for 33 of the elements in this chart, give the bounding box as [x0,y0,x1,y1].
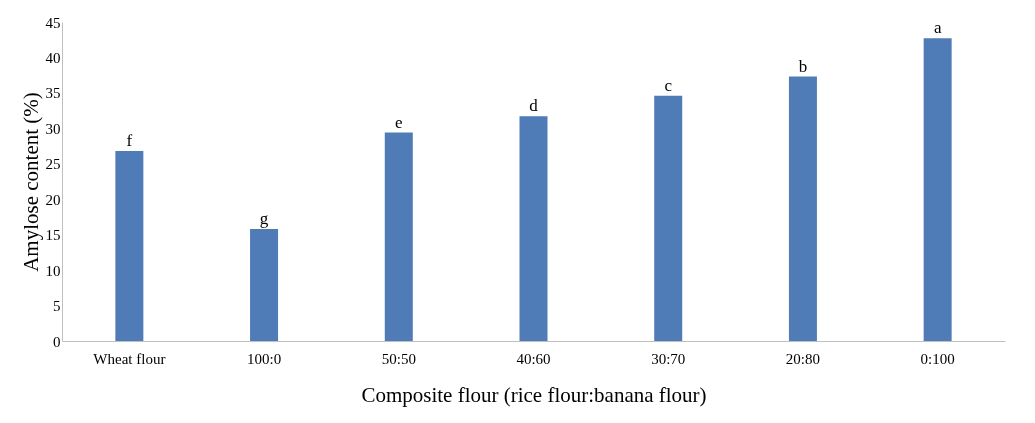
x-axis-title: Composite flour (rice flour:banana flour) [361,382,707,407]
annotation: d [529,96,539,116]
y-tick-label: 15 [45,227,61,244]
annotation: a [933,18,942,38]
y-tick-label: 25 [45,156,61,173]
x-tick-label: 100:0 [246,350,282,367]
bar [654,95,683,341]
x-tick-label: 40:60 [516,350,551,367]
y-axis-title: Amylose content (%) [18,92,43,272]
x-tick-label: 20:80 [785,350,821,367]
x-tick-label: 50:50 [381,350,416,367]
bar [923,38,952,341]
annotation: g [259,209,269,228]
x-tick-label: 0:100 [920,350,955,367]
x-tick-label: 30:70 [651,350,686,367]
y-tick-label: 10 [45,262,61,279]
bar [384,132,413,341]
annotation: b [798,56,808,76]
annotation: e [395,112,403,132]
bar [115,151,144,341]
y-tick-label: 0 [53,333,61,350]
annotation: f [126,131,133,151]
x-tick-label: Wheat flour [93,350,166,367]
y-tick-label: 40 [45,49,61,66]
y-tick-label: 45 [45,14,61,31]
bar [788,76,817,341]
bar [519,116,548,341]
y-tick-label: 30 [45,120,61,137]
y-tick-label: 20 [45,191,61,208]
y-tick-label: 5 [53,298,61,315]
bar [250,229,279,341]
annotation: c [664,75,673,95]
y-tick-label: 35 [45,85,61,102]
